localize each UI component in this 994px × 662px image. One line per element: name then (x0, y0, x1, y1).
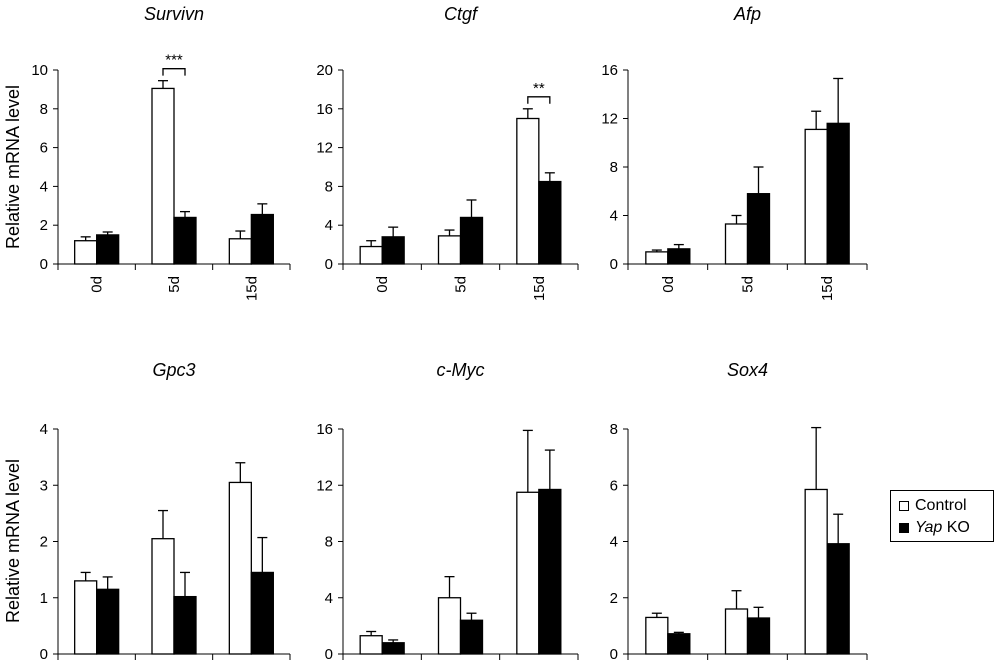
bar-yap-ko (459, 619, 484, 655)
x-tick-label: 15d (531, 276, 548, 301)
bar-control (151, 87, 175, 265)
legend-label-ko-suffix: KO (942, 519, 970, 536)
bar-yap-ko (826, 543, 850, 655)
y-tick-label: 8 (610, 421, 618, 438)
y-tick-label: 2 (40, 217, 48, 234)
y-tick-label: 8 (610, 159, 618, 176)
y-tick-label: 10 (31, 62, 48, 79)
bar-control (804, 488, 828, 655)
bar-control (645, 251, 669, 265)
legend-label-control: Control (915, 497, 967, 514)
y-tick-label: 16 (316, 101, 333, 118)
y-tick-label: 0 (610, 256, 618, 273)
y-tick-label: 20 (316, 62, 333, 79)
legend-swatch-control (899, 501, 909, 511)
y-tick-label: 0 (40, 256, 48, 273)
bar-yap-ko (250, 571, 274, 655)
bar-control (74, 580, 98, 655)
y-tick-label: 8 (325, 178, 333, 195)
y-tick-label: 12 (601, 111, 618, 128)
y-tick-label: 4 (40, 421, 48, 438)
y-tick-label: 0 (610, 646, 618, 662)
bar-yap-ko (96, 588, 120, 655)
y-tick-label: 16 (601, 62, 618, 79)
y-tick-label: 4 (610, 208, 618, 225)
bar-yap-ko (667, 248, 691, 265)
bar-control (724, 223, 749, 265)
bar-control (516, 491, 540, 655)
bar-control (437, 597, 462, 655)
bar-control (359, 245, 383, 265)
x-tick-label: 5d (166, 276, 183, 293)
bar-yap-ko (381, 236, 405, 265)
x-tick-label: 5d (453, 276, 470, 293)
bar-control (516, 117, 540, 265)
bar-control (359, 635, 383, 655)
chart-title: Sox4 (727, 360, 768, 380)
chart-title: Survivn (144, 4, 204, 24)
bar-yap-ko (459, 216, 484, 265)
y-tick-label: 6 (610, 477, 618, 494)
y-tick-label: 16 (316, 421, 333, 438)
bar-yap-ko (667, 633, 691, 655)
y-tick-label: 8 (325, 534, 333, 551)
bar-control (228, 238, 252, 265)
y-tick-label: 12 (316, 477, 333, 494)
y-tick-label: 4 (325, 590, 333, 607)
chart-title: Ctgf (444, 4, 479, 24)
x-tick-label: 5d (740, 276, 757, 293)
bar-yap-ko (538, 488, 562, 655)
y-tick-label: 4 (610, 534, 618, 551)
y-tick-label: 0 (325, 646, 333, 662)
bar-yap-ko (746, 193, 771, 265)
significance-label: *** (165, 52, 183, 69)
y-tick-label: 4 (40, 178, 48, 195)
legend-swatch-ko (899, 523, 909, 533)
bar-yap-ko (96, 234, 120, 265)
bar-yap-ko (250, 213, 274, 265)
bar-yap-ko (173, 216, 197, 265)
chart-title: Afp (733, 4, 761, 24)
x-tick-label: 15d (243, 276, 260, 301)
y-tick-label: 1 (40, 590, 48, 607)
y-tick-label: 8 (40, 101, 48, 118)
bar-yap-ko (173, 595, 197, 655)
bar-control (74, 240, 98, 265)
legend-item-control: Control (899, 496, 967, 516)
y-tick-label: 12 (316, 140, 333, 157)
bar-control (228, 481, 252, 655)
bar-control (645, 616, 669, 655)
significance-bracket (162, 68, 186, 76)
x-tick-label: 15d (819, 276, 836, 301)
y-tick-label: 6 (40, 140, 48, 157)
y-axis-label-top: Relative mRNA level (3, 85, 23, 249)
bar-control (151, 538, 175, 655)
legend-label-ko-gene: Yap (915, 519, 943, 536)
bar-yap-ko (826, 122, 850, 265)
significance-bracket (527, 96, 551, 104)
y-tick-label: 2 (40, 534, 48, 551)
chart-title: c-Myc (437, 360, 485, 380)
bar-control (437, 235, 462, 265)
x-tick-label: 0d (89, 276, 106, 293)
significance-label: ** (533, 80, 545, 97)
legend: Control Yap KO (890, 490, 994, 542)
y-tick-label: 0 (40, 646, 48, 662)
bar-control (804, 128, 828, 265)
y-tick-label: 2 (610, 590, 618, 607)
x-tick-label: 0d (660, 276, 677, 293)
y-tick-label: 4 (325, 217, 333, 234)
chart-title: Gpc3 (152, 360, 195, 380)
y-tick-label: 0 (325, 256, 333, 273)
y-axis-label-bottom: Relative mRNA level (3, 459, 23, 623)
legend-item-ko: Yap KO (899, 518, 970, 538)
bar-yap-ko (381, 642, 405, 655)
x-tick-label: 0d (374, 276, 391, 293)
y-tick-label: 3 (40, 477, 48, 494)
bar-control (724, 608, 749, 655)
bar-yap-ko (538, 180, 562, 265)
bar-yap-ko (746, 617, 771, 655)
